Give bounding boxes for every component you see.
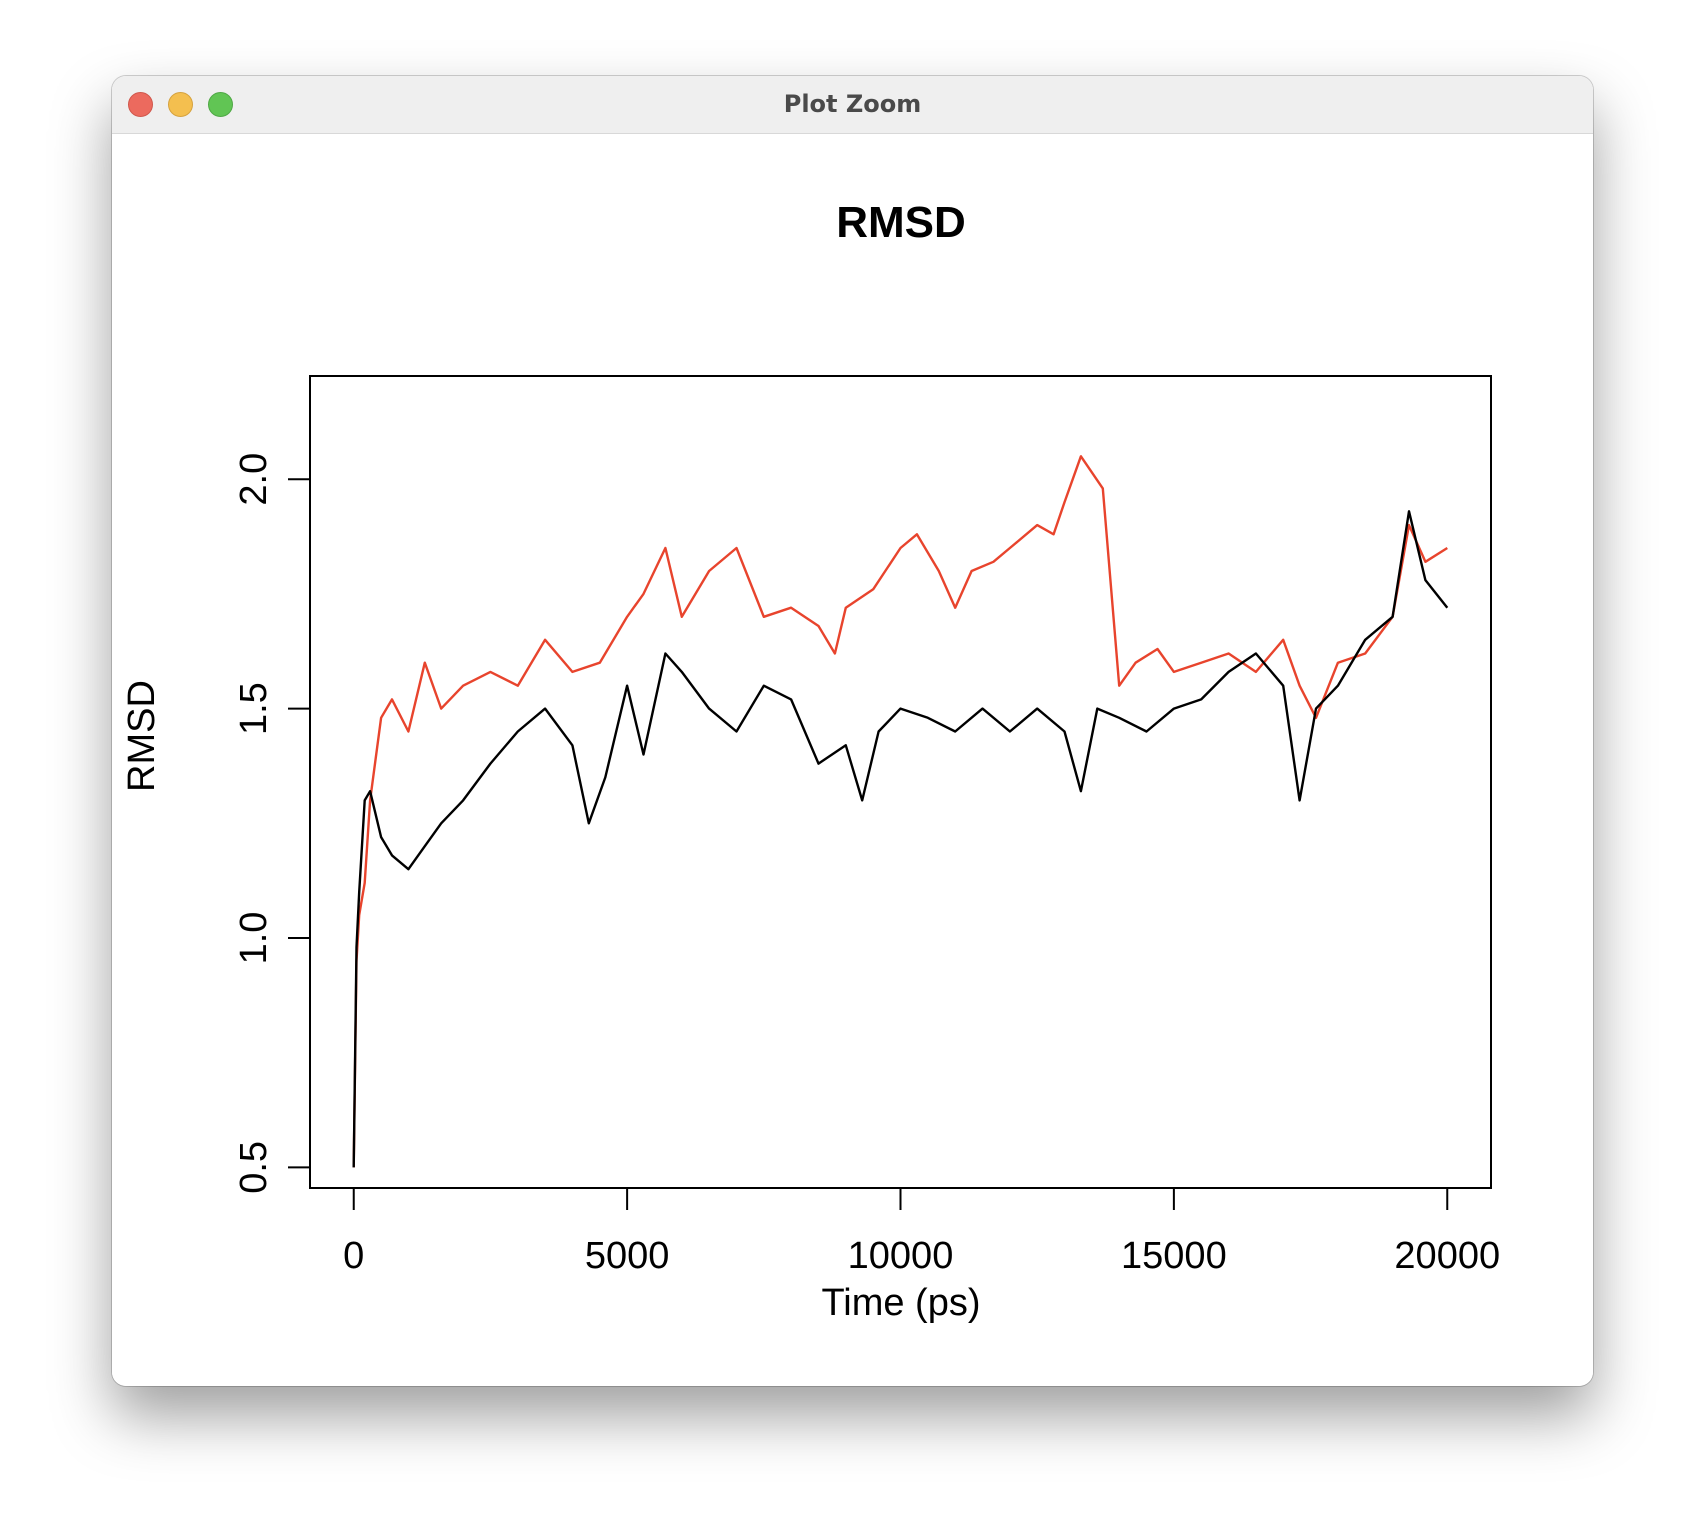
y-tick-label: 1.0: [233, 912, 275, 965]
minimize-button[interactable]: [168, 92, 193, 117]
x-tick-label: 5000: [585, 1235, 670, 1277]
y-axis: 0.5 1.0 1.5 2.0: [233, 453, 311, 1194]
title-bar: Plot Zoom: [112, 76, 1593, 134]
x-tick-label: 15000: [1121, 1235, 1227, 1277]
series-line-1: [352, 455, 1448, 1168]
x-axis: 0 5000 10000 15000 20000: [343, 1187, 1500, 1277]
window-title: Plot Zoom: [783, 90, 922, 118]
x-tick-label: 10000: [848, 1235, 954, 1277]
plot-zoom-window: Plot Zoom RMSD Time (ps) RMSD 0 5000 10000…: [112, 76, 1593, 1386]
series-line-2: [352, 510, 1449, 1168]
rmsd-chart: RMSD Time (ps) RMSD 0 5000 10000 15000 20000…: [121, 198, 1500, 1324]
plot-frame: [309, 375, 1492, 1189]
x-tick-label: 0: [343, 1235, 364, 1277]
chart-title: RMSD: [836, 198, 966, 247]
close-button[interactable]: [128, 92, 153, 117]
plot-area: RMSD Time (ps) RMSD 0 5000 10000 15000 20000…: [112, 134, 1593, 1386]
x-tick-label: 20000: [1394, 1235, 1500, 1277]
y-axis-label: RMSD: [121, 680, 163, 792]
x-axis-label: Time (ps): [821, 1282, 980, 1324]
y-tick-label: 1.5: [233, 682, 275, 735]
y-tick-label: 2.0: [233, 453, 275, 506]
zoom-button[interactable]: [208, 92, 233, 117]
y-tick-label: 0.5: [233, 1141, 275, 1194]
series-layer: [352, 455, 1449, 1168]
